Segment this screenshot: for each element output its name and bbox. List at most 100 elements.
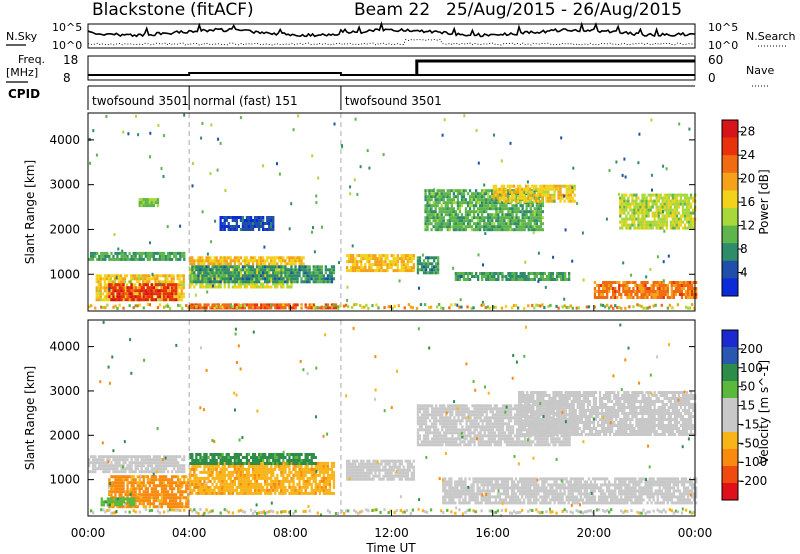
data-cell xyxy=(468,189,472,193)
data-cell xyxy=(274,259,277,263)
data-cell xyxy=(162,305,166,309)
data-cell xyxy=(207,476,210,480)
data-cell xyxy=(454,303,457,307)
data-cell xyxy=(628,287,631,290)
data-cell xyxy=(126,484,129,488)
data-cell xyxy=(136,274,139,278)
data-cell xyxy=(412,266,415,270)
data-cell xyxy=(563,304,566,308)
data-cell xyxy=(599,284,603,287)
data-cell xyxy=(606,293,609,296)
data-cell xyxy=(541,210,544,214)
data-cell xyxy=(268,306,271,310)
data-cell xyxy=(209,172,212,176)
data-cell xyxy=(491,275,494,278)
data-cell xyxy=(674,281,678,284)
data-cell xyxy=(496,193,499,197)
data-cell xyxy=(561,184,564,188)
data-cell xyxy=(227,265,230,269)
data-cell xyxy=(503,204,506,208)
data-cell xyxy=(221,256,224,260)
data-cell xyxy=(158,274,161,278)
data-cell xyxy=(533,222,536,226)
data-cell xyxy=(637,208,640,212)
data-cell xyxy=(535,216,538,220)
data-cell xyxy=(179,484,182,488)
data-cell xyxy=(266,470,269,474)
data-cell xyxy=(667,214,670,218)
data-cell xyxy=(193,271,196,275)
data-cell xyxy=(247,282,251,286)
data-cell xyxy=(171,481,174,485)
data-cell xyxy=(649,193,652,197)
data-cell xyxy=(262,303,265,307)
data-cell xyxy=(656,281,659,284)
data-cell xyxy=(138,487,141,491)
data-cell xyxy=(308,274,311,278)
data-cell xyxy=(116,257,119,261)
data-cell xyxy=(258,268,261,272)
data-cell xyxy=(96,257,99,261)
data-cell xyxy=(633,199,636,203)
data-cell xyxy=(400,263,403,267)
data-cell xyxy=(431,271,434,275)
data-cell xyxy=(154,289,158,293)
data-cell xyxy=(156,306,160,310)
data-cell xyxy=(505,213,508,217)
data-cell xyxy=(510,190,514,194)
data-cell xyxy=(326,274,330,278)
data-cell xyxy=(497,213,500,217)
data-cell xyxy=(162,251,166,255)
data-cell xyxy=(148,280,151,284)
data-cell xyxy=(130,475,133,479)
data-cell xyxy=(539,207,542,211)
data-cell xyxy=(142,277,145,281)
data-cell xyxy=(549,196,552,200)
data-cell xyxy=(537,228,540,232)
data-cell xyxy=(284,271,287,275)
data-cell xyxy=(670,306,674,310)
data-cell xyxy=(456,207,460,211)
data-cell xyxy=(217,461,220,465)
data-cell xyxy=(470,204,474,208)
data-cell xyxy=(203,265,206,269)
data-cell xyxy=(114,493,117,497)
data-cell xyxy=(636,290,639,293)
data-cell xyxy=(215,265,218,269)
data-cell xyxy=(666,306,670,310)
data-cell xyxy=(209,491,212,495)
cpid-segment-label: normal (fast) 151 xyxy=(193,94,297,108)
data-cell xyxy=(390,266,393,270)
data-cell xyxy=(436,198,439,202)
data-cell xyxy=(241,464,245,468)
data-cell xyxy=(436,222,439,226)
data-cell xyxy=(475,216,478,220)
data-cell xyxy=(112,484,115,488)
data-cell xyxy=(100,257,103,261)
data-cell xyxy=(217,268,220,272)
data-cell xyxy=(122,130,125,134)
data-cell xyxy=(215,259,218,263)
data-cell xyxy=(682,287,686,290)
data-cell xyxy=(215,268,218,272)
data-cell xyxy=(541,204,544,208)
data-cell xyxy=(160,254,164,258)
data-cell xyxy=(237,479,240,483)
data-cell xyxy=(102,464,105,468)
data-cell xyxy=(164,475,168,479)
data-cell xyxy=(92,257,95,261)
data-cell xyxy=(122,289,125,293)
data-cell xyxy=(175,257,178,261)
data-cell xyxy=(262,259,265,263)
data-cell xyxy=(282,470,285,474)
data-cell xyxy=(464,272,468,275)
data-cell xyxy=(274,476,277,480)
data-cell xyxy=(603,305,607,309)
data-cell xyxy=(171,487,174,491)
data-cell xyxy=(483,219,486,223)
data-cell xyxy=(172,277,175,281)
data-cell xyxy=(235,277,238,281)
data-cell xyxy=(541,187,544,191)
data-cell xyxy=(166,283,170,287)
data-cell xyxy=(436,192,439,196)
